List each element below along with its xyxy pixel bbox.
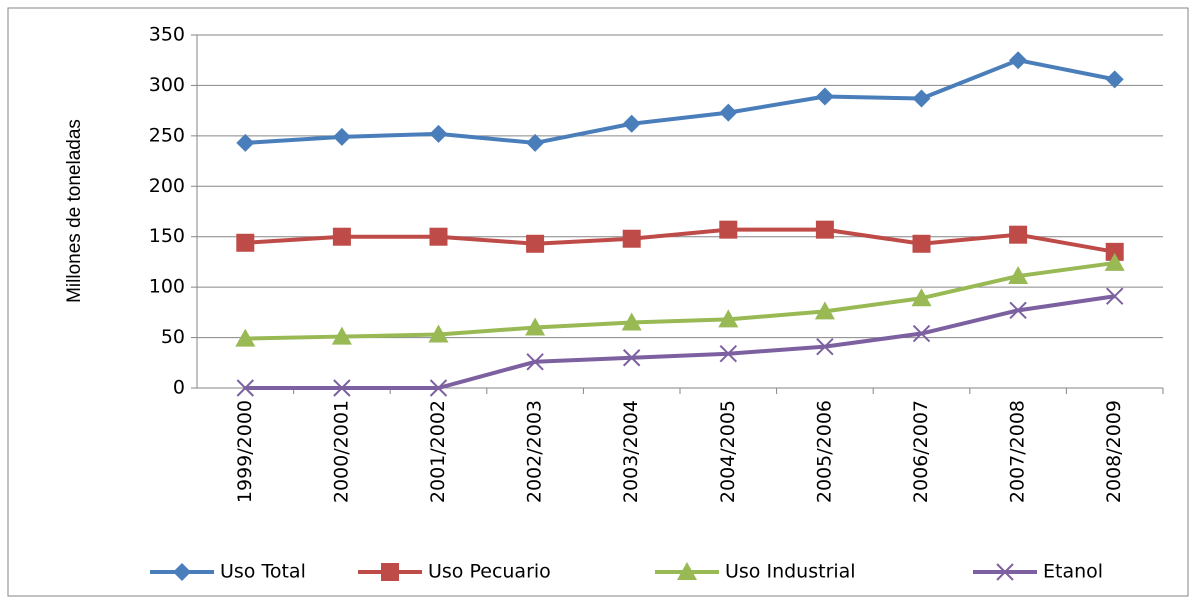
legend-marker [996, 563, 1014, 581]
point-marker [526, 353, 544, 371]
point-marker [719, 220, 738, 239]
x-tick-label: 2002/2003 [524, 400, 546, 503]
legend-marker [677, 562, 697, 580]
point-marker [912, 234, 931, 253]
point-marker [333, 379, 351, 397]
y-tick-label: 100 [149, 276, 185, 298]
series-line [245, 227, 1116, 254]
y-axis-label: Millones de toneladas [64, 119, 85, 303]
x-tick-label: 2000/2001 [330, 400, 352, 503]
y-tick-label: 0 [173, 377, 185, 399]
x-tick-label: 2005/2006 [813, 400, 835, 503]
point-marker [912, 324, 931, 343]
point-marker [622, 349, 641, 367]
point-marker [911, 288, 932, 307]
point-marker [1105, 287, 1124, 305]
x-tick-label: 2007/2008 [1007, 400, 1029, 503]
x-tick-label: 1999/2000 [234, 400, 256, 503]
point-marker [428, 324, 449, 343]
x-tick-label: 2006/2007 [910, 400, 932, 503]
point-marker [429, 379, 448, 397]
point-marker [1105, 70, 1124, 89]
series-line [245, 260, 1115, 341]
point-marker [429, 124, 448, 143]
point-marker [331, 326, 352, 345]
point-marker [621, 312, 642, 331]
point-marker [236, 233, 255, 252]
legend-label: Uso Total [220, 561, 306, 583]
legend-marker [173, 563, 191, 581]
chart-border [7, 7, 1189, 597]
point-marker [1009, 301, 1027, 320]
point-marker [816, 337, 834, 356]
x-tick-label: 2001/2002 [427, 400, 449, 503]
point-marker [622, 114, 641, 133]
point-marker [236, 379, 255, 397]
legend-label: Etanol [1043, 561, 1103, 583]
point-marker [1008, 266, 1029, 285]
point-marker [235, 328, 256, 347]
y-tick-label: 150 [149, 225, 185, 247]
point-marker [429, 227, 448, 246]
legend-label: Uso Pecuario [428, 561, 551, 583]
point-marker [236, 133, 255, 152]
series-line [245, 294, 1115, 390]
point-marker [719, 345, 738, 363]
point-marker [526, 133, 545, 152]
point-marker [719, 103, 738, 122]
y-tick-label: 250 [149, 124, 185, 146]
point-marker [1105, 242, 1124, 261]
point-marker [815, 87, 834, 106]
legend-label: Uso Industrial [725, 561, 856, 583]
point-marker [1009, 225, 1028, 244]
point-marker [332, 127, 351, 146]
point-marker [332, 227, 351, 246]
y-tick-label: 50 [161, 326, 185, 348]
y-tick-label: 350 [149, 24, 185, 46]
series-line [245, 58, 1116, 145]
x-tick-label: 2008/2009 [1103, 400, 1125, 503]
y-tick-label: 200 [149, 175, 185, 197]
point-marker [525, 317, 546, 336]
point-marker [622, 229, 641, 248]
y-tick-label: 300 [149, 74, 185, 96]
point-marker [814, 301, 835, 320]
point-marker [718, 309, 739, 328]
point-marker [815, 220, 834, 239]
point-marker [1009, 51, 1028, 70]
legend-marker [381, 563, 399, 581]
x-tick-label: 2003/2004 [620, 400, 642, 503]
x-tick-label: 2004/2005 [717, 400, 739, 503]
point-marker [1104, 252, 1125, 271]
point-marker [912, 89, 931, 108]
point-marker [526, 234, 545, 253]
